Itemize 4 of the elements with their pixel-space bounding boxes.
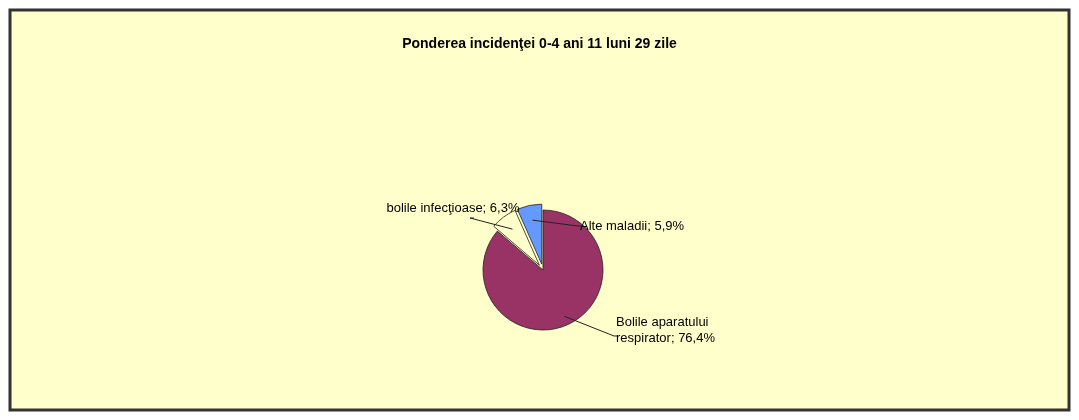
slice-label: bolile infecţioase; 6,3% — [386, 200, 520, 215]
slice-label: Alte maladii; 5,9% — [580, 218, 685, 233]
slice-label: Bolile aparatului respirator; 76,4% — [616, 314, 716, 345]
chart-title: Ponderea incidenţei 0-4 ani 11 luni 29 zile — [402, 35, 678, 51]
